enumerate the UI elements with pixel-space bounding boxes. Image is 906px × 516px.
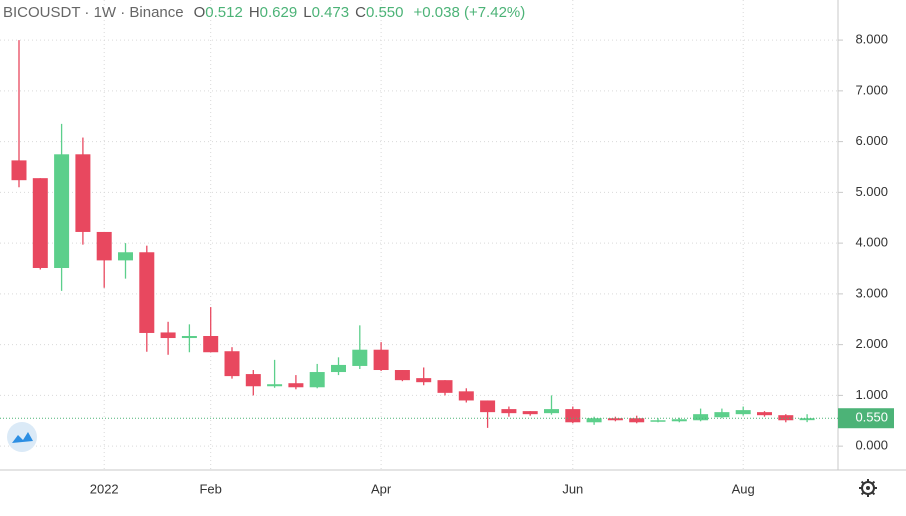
ohlc-value: 0.512: [205, 4, 243, 21]
ohlc-item: O0.512: [194, 4, 243, 21]
candle-body: [331, 364, 346, 373]
candle-body: [799, 418, 815, 421]
y-tick-label: 7.000: [855, 82, 888, 97]
ohlc-value: 0.550: [365, 4, 404, 21]
ohlc-values: O0.512 H0.629 L0.473 C0.550: [194, 4, 404, 21]
ohlc-item: L0.473: [303, 4, 349, 21]
x-tick-label: 2022: [90, 481, 119, 496]
candle-body: [394, 370, 410, 381]
candle-body: [501, 409, 517, 414]
candle-body: [416, 378, 432, 383]
candle-body: [288, 383, 304, 388]
logo: [7, 422, 37, 452]
candle-body: [735, 410, 751, 415]
x-tick-label: Jun: [562, 481, 583, 496]
settings-button[interactable]: [859, 479, 877, 497]
candles: [11, 40, 815, 428]
candle-body: [437, 380, 453, 393]
candle-body: [11, 160, 27, 181]
ohlc-key: O: [193, 4, 206, 21]
candle-body: [181, 336, 197, 339]
candle-body: [586, 418, 602, 423]
candle-body: [32, 178, 48, 268]
ohlc-key: L: [303, 4, 312, 21]
candle-body: [714, 412, 730, 418]
y-tick-label: 6.000: [855, 133, 888, 148]
candle-body: [778, 415, 794, 421]
candle-body: [565, 409, 581, 423]
candle-body: [373, 349, 389, 371]
candle-body: [458, 391, 474, 401]
x-tick-label: Aug: [732, 481, 755, 496]
last-price-label: 0.550: [855, 410, 888, 425]
ohlc-key: H: [248, 4, 260, 21]
candle-body: [160, 332, 176, 339]
candle-body: [629, 418, 645, 423]
legend-header: BICOUSDT · 1W · Binance O0.512 H0.629 L0.4…: [3, 4, 525, 21]
candle-body: [607, 418, 623, 421]
y-tick-label: 0.000: [855, 438, 888, 453]
ohlc-item: C0.550: [355, 4, 403, 21]
y-tick-label: 4.000: [855, 235, 888, 250]
candle-body: [352, 349, 368, 366]
candle-body: [54, 154, 70, 268]
candle-body: [224, 351, 240, 377]
ohlc-key: C: [355, 4, 366, 21]
ohlc-value: 0.473: [311, 4, 350, 21]
ohlc-value: 0.629: [259, 4, 298, 21]
last-price-badge: [838, 408, 894, 429]
y-tick-label: 2.000: [855, 336, 888, 351]
change: +0.038 (+7.42%): [413, 4, 526, 21]
candle-body: [671, 419, 687, 422]
y-tick-label: 8.000: [855, 32, 888, 47]
candle-body: [544, 409, 559, 414]
grid: [0, 0, 838, 470]
candle-body: [75, 154, 91, 232]
candle-body: [203, 336, 219, 353]
x-tick-label: Apr: [371, 481, 392, 496]
y-tick-label: 1.000: [855, 387, 888, 402]
x-tick-label: Feb: [199, 481, 221, 496]
candle-body: [139, 252, 155, 333]
candle-body: [118, 252, 133, 261]
candle-body: [522, 411, 538, 415]
candle-body: [245, 374, 261, 387]
candle-body: [96, 231, 112, 261]
candle-body: [693, 414, 709, 421]
symbol: BICOUSDT · 1W · Binance: [3, 4, 184, 21]
y-tick-label: 3.000: [855, 285, 888, 300]
candle-body: [267, 384, 283, 387]
candle-body: [480, 400, 496, 413]
ohlc-item: H0.629: [249, 4, 297, 21]
candle-body: [650, 420, 666, 422]
y-tick-label: 5.000: [855, 184, 888, 199]
candle-body: [757, 412, 772, 416]
candle-body: [309, 372, 325, 388]
